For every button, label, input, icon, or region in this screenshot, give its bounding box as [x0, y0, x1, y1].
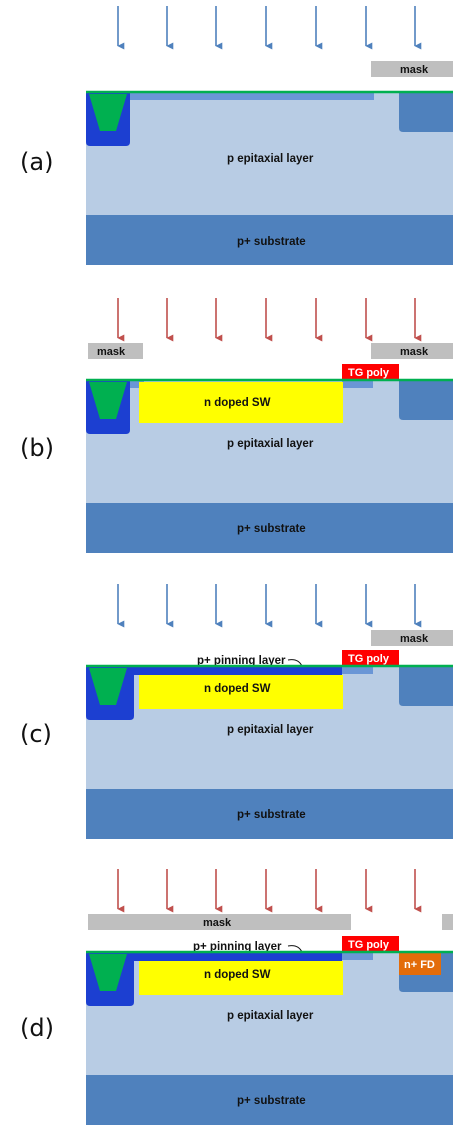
pinning-layer — [86, 667, 342, 675]
mask-left: mask — [88, 343, 143, 359]
sti-oxide — [89, 668, 127, 705]
mask-label: mask — [400, 633, 429, 645]
right-well — [399, 93, 453, 132]
pinning-layer-label: p+ pinning layer — [197, 655, 286, 667]
panel-a: mask p epitaxial layer p+ substrate (a) — [20, 6, 453, 265]
shallow-implant — [342, 953, 373, 960]
panel-label: (d) — [20, 1014, 54, 1042]
tg-poly: TG poly — [342, 650, 399, 666]
epitaxial-layer-label: p epitaxial layer — [227, 1010, 314, 1022]
epitaxial-layer-label: p epitaxial layer — [227, 438, 314, 450]
mask-label: mask — [400, 346, 429, 358]
mask-right: mask — [371, 630, 453, 646]
tg-poly: TG poly — [342, 936, 399, 952]
panel-label: (c) — [20, 720, 52, 748]
epitaxial-layer-label: p epitaxial layer — [227, 724, 314, 736]
panel-c: mask TG poly p+ pinning layer n doped SW… — [20, 584, 453, 839]
substrate — [86, 215, 453, 265]
tg-poly-label: TG poly — [348, 939, 390, 951]
n-plus-fd-label: n+ FD — [404, 959, 435, 971]
implant-arrows — [117, 869, 422, 913]
implant-arrows — [117, 6, 422, 50]
pinning-layer-label: p+ pinning layer — [193, 941, 282, 953]
substrate-label: p+ substrate — [237, 1095, 306, 1107]
sti-oxide — [89, 94, 127, 131]
right-well — [399, 381, 453, 420]
tg-poly-label: TG poly — [348, 653, 390, 665]
right-well — [399, 667, 453, 706]
n-doped-sw — [139, 675, 343, 709]
panel-b: mask mask TG poly n doped SW p epitaxial… — [20, 298, 453, 553]
tg-poly-label: TG poly — [348, 367, 390, 379]
n-doped-sw — [139, 961, 343, 995]
sti-oxide — [89, 954, 127, 991]
mask-right-edge — [442, 914, 453, 930]
substrate — [86, 503, 453, 553]
n-doped-sw-label: n doped SW — [204, 969, 271, 981]
n-plus-fd: n+ FD — [399, 953, 441, 975]
epitaxial-layer — [86, 92, 453, 215]
panel-label: (b) — [20, 434, 54, 462]
epitaxial-layer-label: p epitaxial layer — [227, 153, 314, 165]
shallow-implant — [130, 381, 144, 388]
mask-right: mask — [371, 343, 453, 359]
shallow-implant — [130, 93, 374, 100]
mask-label: mask — [203, 917, 232, 929]
panel-d: mask TG poly p+ pinning layer n+ FD n do… — [20, 869, 453, 1125]
pinning-layer — [86, 953, 342, 961]
shallow-implant — [342, 381, 373, 388]
n-doped-sw — [139, 382, 343, 423]
substrate — [86, 1075, 453, 1125]
mask-wide: mask — [88, 914, 351, 930]
tg-poly: TG poly — [342, 364, 399, 380]
substrate-label: p+ substrate — [237, 236, 306, 248]
n-doped-sw-label: n doped SW — [204, 397, 271, 409]
implant-arrows — [117, 584, 422, 628]
mask-label: mask — [97, 346, 126, 358]
sti-oxide — [89, 382, 127, 419]
implant-arrows — [117, 298, 422, 342]
panel-label: (a) — [20, 148, 53, 176]
n-doped-sw-label: n doped SW — [204, 683, 271, 695]
substrate-label: p+ substrate — [237, 809, 306, 821]
mask-right: mask — [371, 61, 453, 77]
mask-label: mask — [400, 64, 429, 76]
shallow-implant — [342, 667, 373, 674]
substrate — [86, 789, 453, 839]
substrate-label: p+ substrate — [237, 523, 306, 535]
